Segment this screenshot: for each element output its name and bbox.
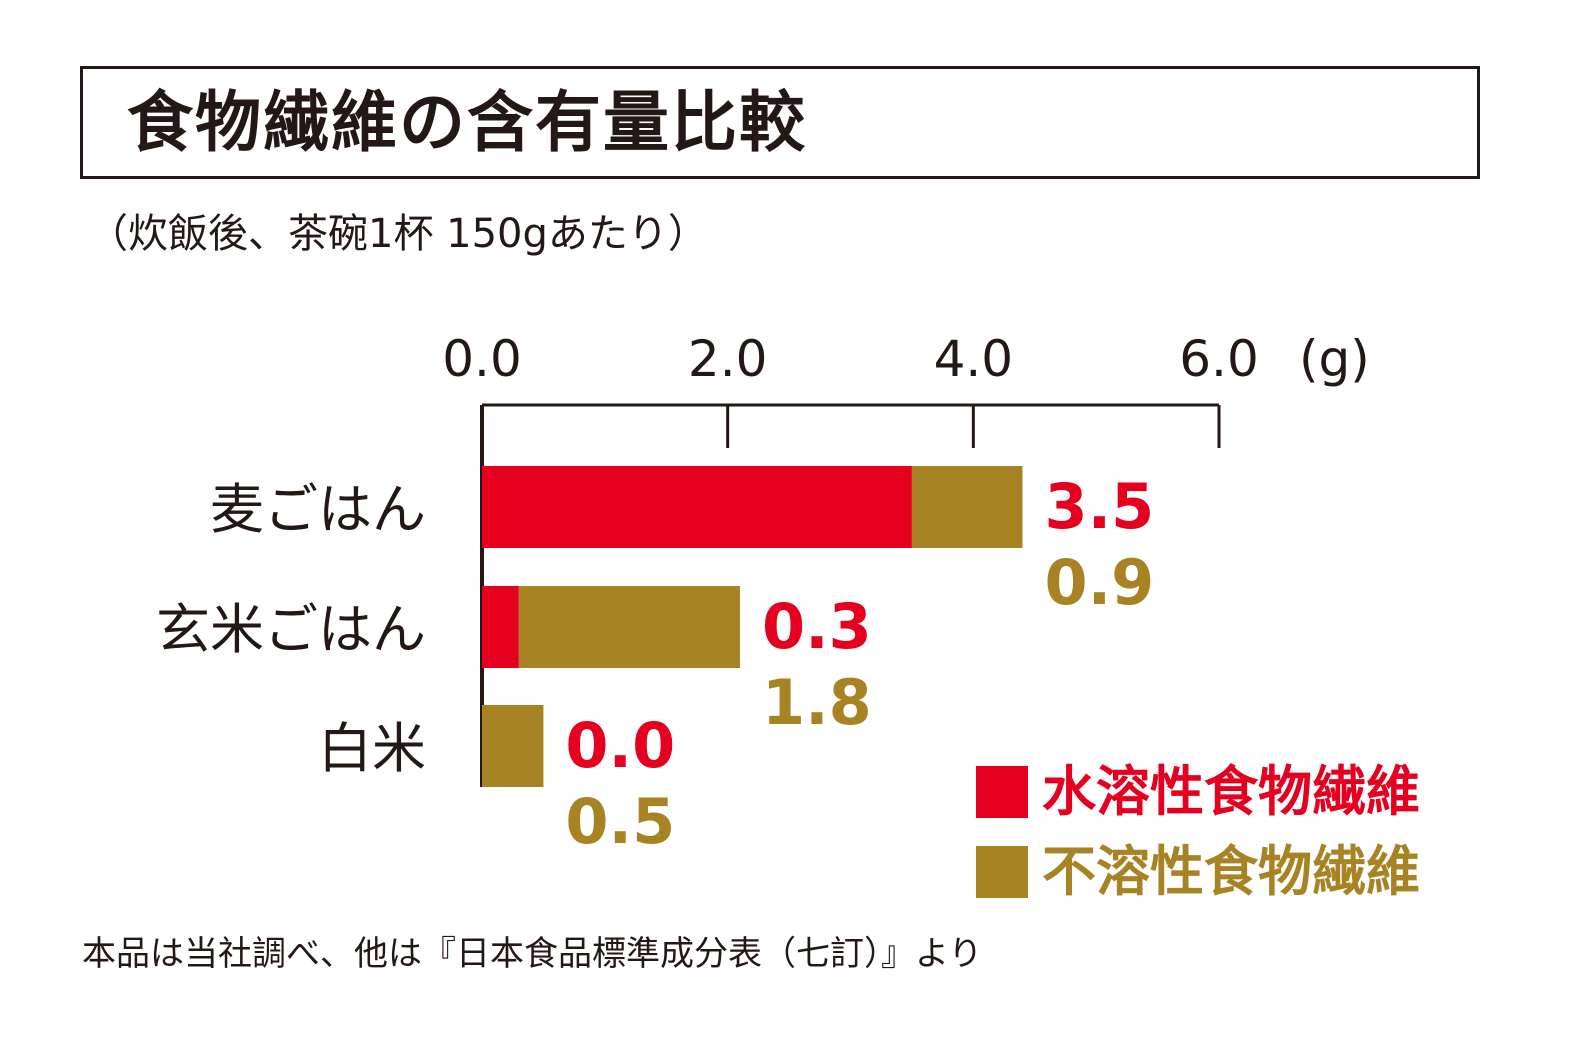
value-label-insoluble: 0.5 xyxy=(565,785,675,858)
bar-insoluble xyxy=(911,466,1023,548)
x-tick-label: 0.0 xyxy=(442,330,522,388)
category-label: 玄米ごはん xyxy=(156,598,426,661)
legend-swatch-soluble xyxy=(976,766,1028,818)
title-box: 食物繊維の含有量比較 xyxy=(80,66,1480,179)
legend-item-insoluble: 不溶性食物繊維 xyxy=(976,832,1420,912)
x-tick-label: 6.0 xyxy=(1179,330,1259,388)
category-label: 麦ごはん xyxy=(210,478,426,541)
x-axis-unit: (g) xyxy=(1299,330,1370,388)
bar-insoluble xyxy=(482,705,544,787)
legend-label-soluble: 水溶性食物繊維 xyxy=(1042,760,1420,823)
bar-soluble xyxy=(482,466,912,548)
legend-item-soluble: 水溶性食物繊維 xyxy=(976,752,1420,832)
footnote: 本品は当社調べ、他は『日本食品標準成分表（七訂）』より xyxy=(82,934,983,974)
value-label-soluble: 3.5 xyxy=(1044,470,1154,543)
x-tick-label: 2.0 xyxy=(688,330,768,388)
bar-soluble xyxy=(482,586,519,668)
value-label-soluble: 0.3 xyxy=(762,590,872,663)
legend-label-insoluble: 不溶性食物繊維 xyxy=(1042,840,1420,903)
legend-swatch-insoluble xyxy=(976,846,1028,898)
chart-subtitle: （炊飯後、茶碗1杯 150gあたり） xyxy=(88,211,708,257)
legend: 水溶性食物繊維 不溶性食物繊維 xyxy=(976,752,1420,912)
chart-title: 食物繊維の含有量比較 xyxy=(127,84,807,161)
category-label: 白米 xyxy=(318,717,426,780)
x-tick-label: 4.0 xyxy=(934,330,1014,388)
value-label-insoluble: 1.8 xyxy=(762,666,872,739)
bar-insoluble xyxy=(518,586,740,668)
value-label-insoluble: 0.9 xyxy=(1044,546,1154,619)
value-label-soluble: 0.0 xyxy=(565,709,675,782)
